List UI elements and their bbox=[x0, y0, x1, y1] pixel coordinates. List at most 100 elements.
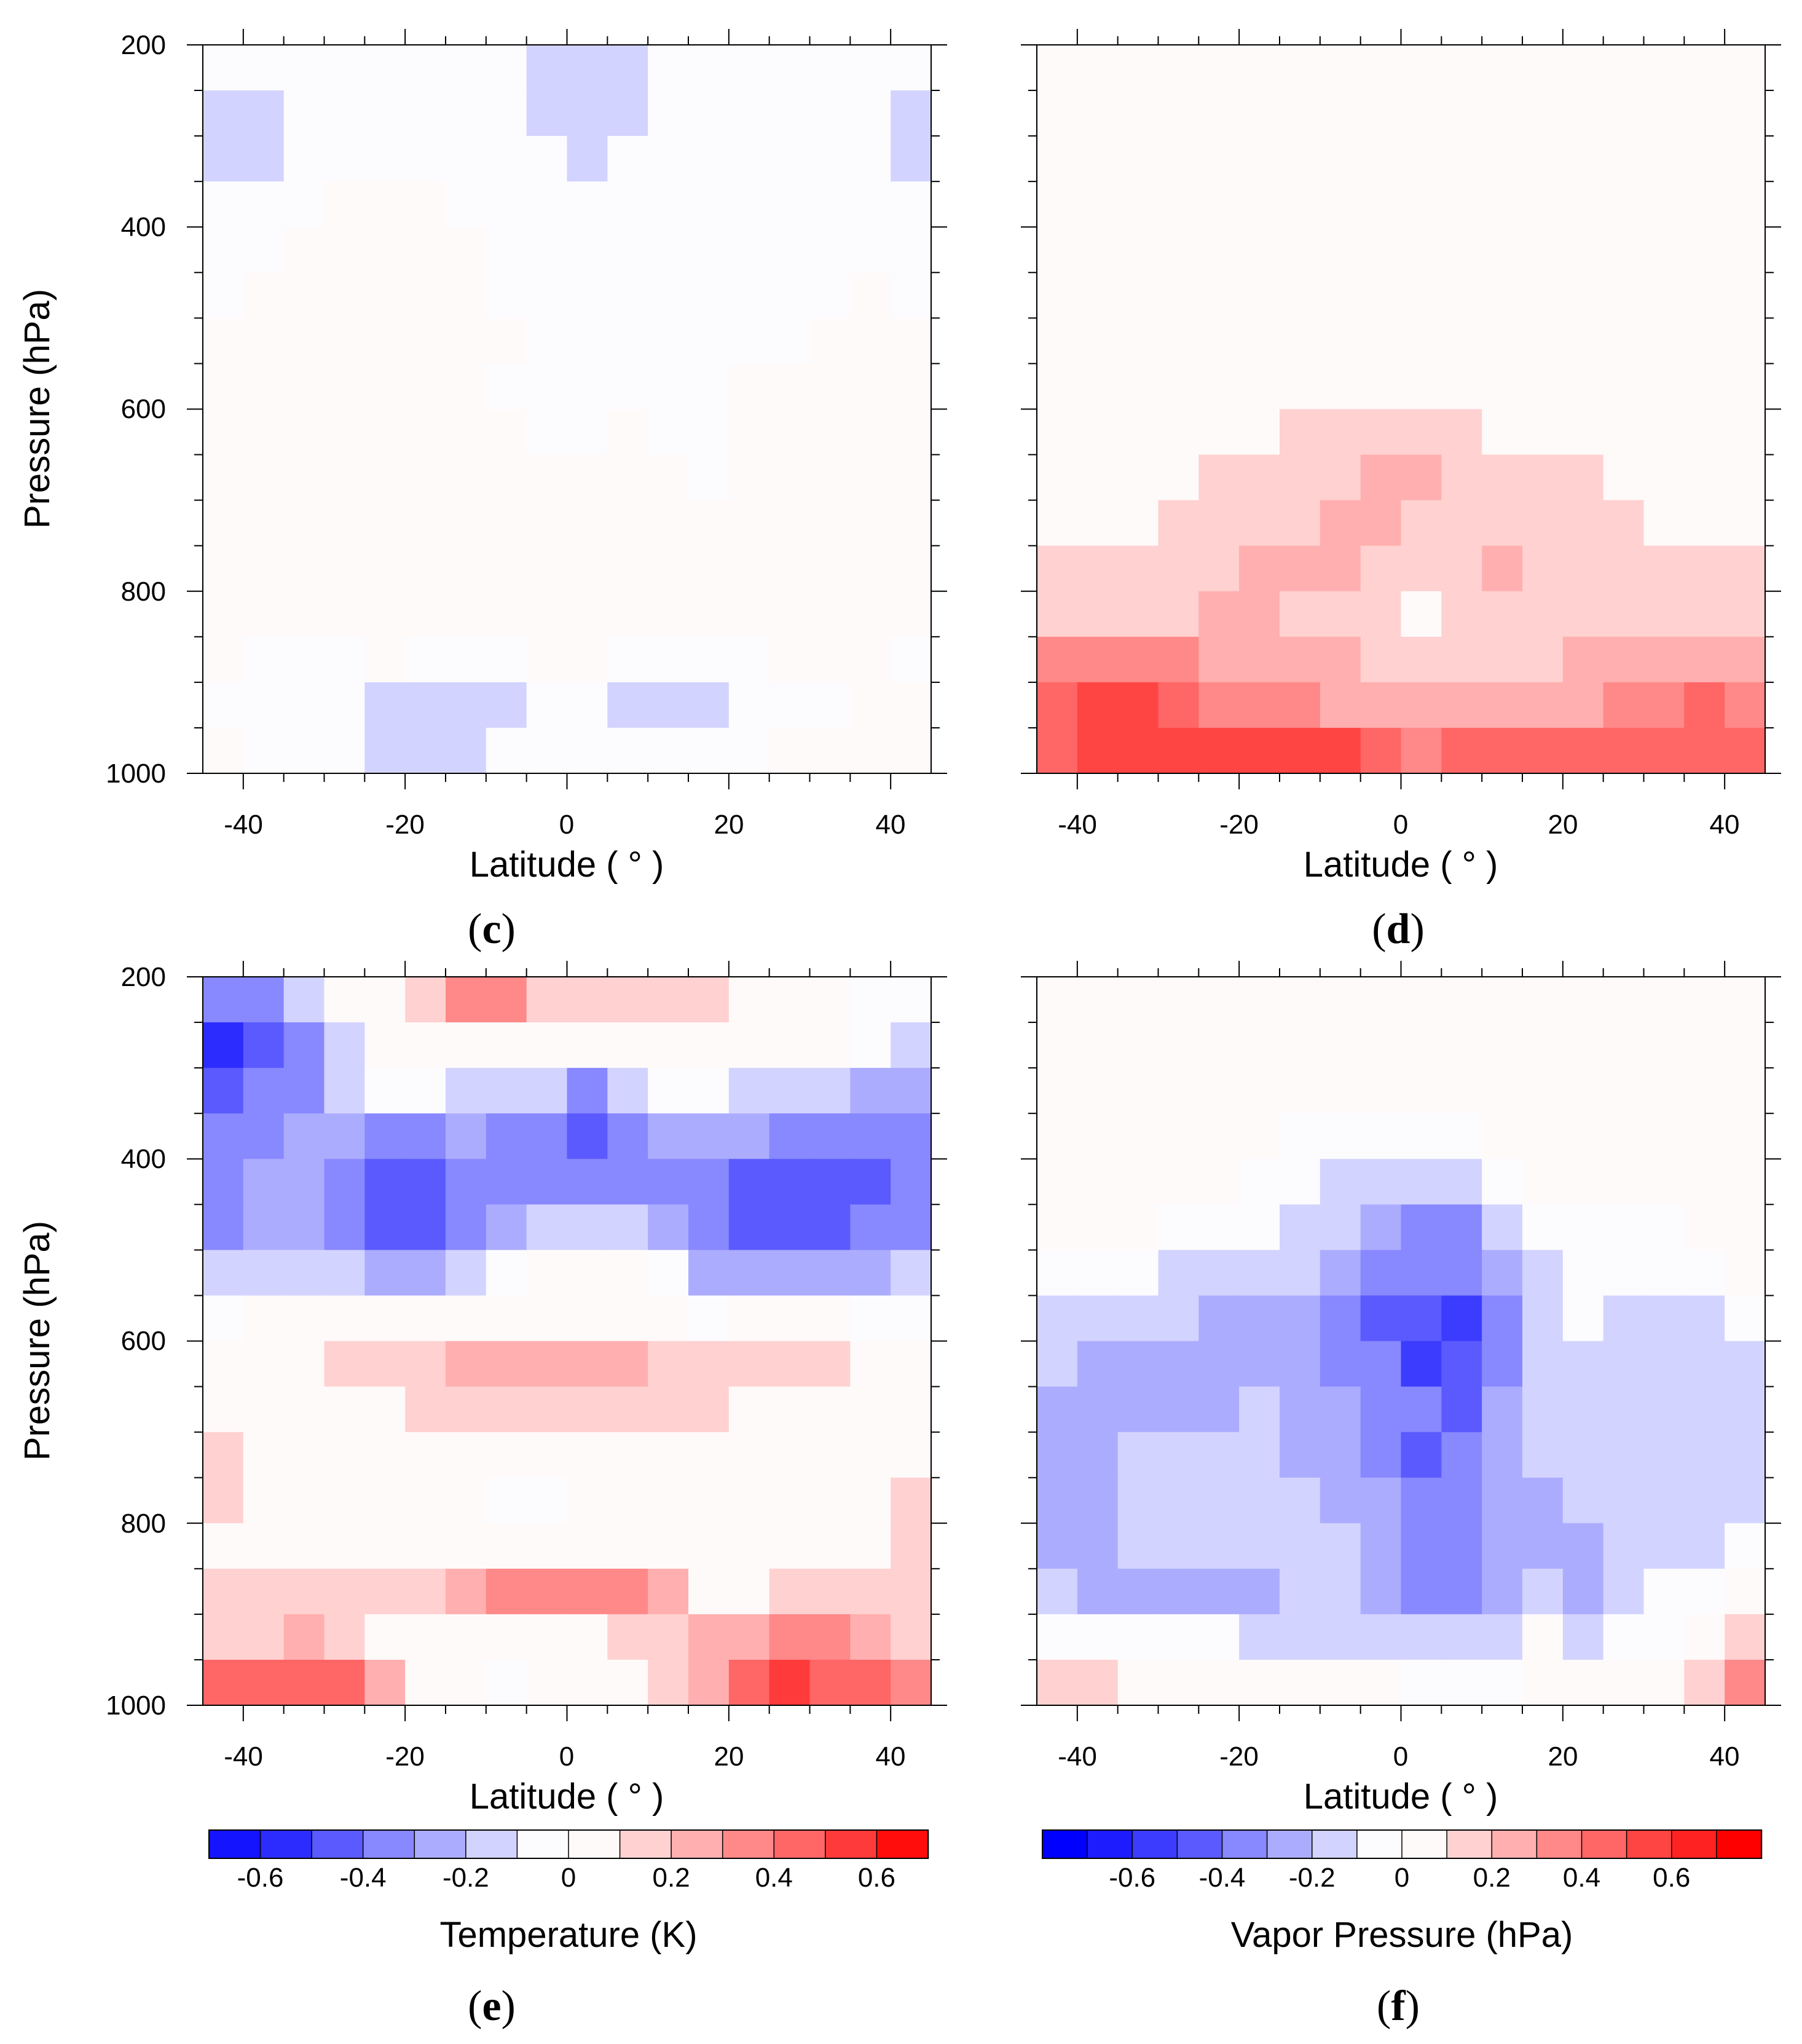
heatmap-cell bbox=[1239, 90, 1280, 136]
heatmap-cell bbox=[1441, 500, 1482, 547]
panel-d-xtick-20: 20 bbox=[1548, 810, 1578, 840]
heatmap-cell bbox=[1482, 1477, 1523, 1524]
heatmap-cell bbox=[728, 1341, 770, 1387]
heatmap-cell bbox=[1037, 591, 1078, 637]
heatmap-cell bbox=[243, 636, 285, 683]
heatmap-cell bbox=[1037, 727, 1078, 774]
heatmap-cell bbox=[688, 45, 730, 91]
heatmap-cell bbox=[526, 363, 568, 410]
caption-c: (c) bbox=[468, 906, 516, 953]
heatmap-cell bbox=[1603, 45, 1645, 91]
heatmap-cell bbox=[1522, 1523, 1564, 1569]
heatmap-cell bbox=[1401, 1068, 1442, 1114]
heatmap-cell bbox=[1239, 1204, 1280, 1250]
heatmap-cell bbox=[728, 1477, 770, 1524]
panel-c-xtick-40: 40 bbox=[876, 810, 906, 840]
heatmap-cell bbox=[1239, 1250, 1280, 1296]
heatmap-cell bbox=[324, 1386, 365, 1433]
heatmap-cell bbox=[1684, 591, 1725, 637]
heatmap-cell bbox=[283, 1113, 325, 1159]
heatmap-cell bbox=[364, 363, 406, 410]
heatmap-cell bbox=[1643, 1477, 1685, 1524]
heatmap-cell bbox=[1037, 45, 1078, 91]
heatmap-cell bbox=[203, 500, 244, 547]
heatmap-cell bbox=[648, 682, 689, 728]
heatmap-cell bbox=[283, 1295, 325, 1342]
heatmap-cell bbox=[1360, 727, 1402, 774]
heatmap-cell bbox=[324, 409, 365, 456]
heatmap-cell bbox=[648, 136, 689, 182]
heatmap-cell bbox=[1603, 500, 1645, 547]
heatmap-cell bbox=[891, 727, 932, 774]
colorbar-temperature-cells bbox=[208, 1829, 929, 1859]
heatmap-cell bbox=[324, 1295, 365, 1342]
heatmap-cell bbox=[1198, 1523, 1240, 1569]
panel-c-ytick-1000: 1000 bbox=[106, 759, 166, 789]
heatmap-cell bbox=[809, 1022, 851, 1068]
colorbar-swatch bbox=[876, 1829, 929, 1859]
heatmap-cell bbox=[769, 1432, 811, 1478]
heatmap-cell bbox=[1603, 591, 1645, 637]
heatmap-cell bbox=[405, 409, 446, 456]
heatmap-cell bbox=[1684, 1250, 1725, 1296]
heatmap-cell bbox=[1198, 272, 1240, 318]
heatmap-cell bbox=[1603, 90, 1645, 136]
panel-f-xtick-m40: -40 bbox=[1058, 1742, 1097, 1772]
heatmap-cell bbox=[203, 1386, 244, 1433]
heatmap-cell bbox=[446, 1341, 487, 1387]
heatmap-cell bbox=[283, 682, 325, 728]
heatmap-cell bbox=[283, 1477, 325, 1524]
heatmap-cell bbox=[1643, 1341, 1685, 1387]
panel-d-xtick-0: 0 bbox=[1393, 810, 1408, 840]
heatmap-cell bbox=[1158, 136, 1199, 182]
heatmap-cell bbox=[648, 977, 689, 1023]
heatmap-cell bbox=[1037, 1250, 1078, 1296]
heatmap-cell bbox=[728, 90, 770, 136]
heatmap-cell bbox=[1603, 1022, 1645, 1068]
heatmap-cell bbox=[1522, 977, 1564, 1023]
heatmap-cell bbox=[728, 363, 770, 410]
heatmap-cell bbox=[1725, 1068, 1766, 1114]
heatmap-cell bbox=[728, 682, 770, 728]
heatmap-cell bbox=[1684, 1432, 1725, 1478]
heatmap-cell bbox=[567, 636, 608, 683]
colorbar-tick-label: -0.2 bbox=[1289, 1863, 1336, 1893]
heatmap-cell bbox=[1198, 1432, 1240, 1478]
heatmap-cell bbox=[526, 1614, 568, 1660]
heatmap-cell bbox=[1158, 682, 1199, 728]
heatmap-cell bbox=[526, 1068, 568, 1114]
heatmap-cell bbox=[1239, 1022, 1280, 1068]
heatmap-cell bbox=[769, 977, 811, 1023]
heatmap-cell bbox=[728, 1614, 770, 1660]
heatmap-cell bbox=[1522, 45, 1564, 91]
heatmap-cell bbox=[203, 1204, 244, 1250]
heatmap-cell bbox=[809, 409, 851, 456]
heatmap-cell bbox=[243, 591, 285, 637]
heatmap-cell bbox=[850, 318, 891, 365]
heatmap-cell bbox=[1280, 1568, 1321, 1615]
heatmap-cell bbox=[891, 45, 932, 91]
colorbar-vapor: -0.6 -0.4 -0.2 0 0.2 0.4 0.6 Vapor Pressure (h… bbox=[1042, 1829, 1763, 1955]
heatmap-cell bbox=[1158, 727, 1199, 774]
heatmap-cell bbox=[243, 181, 285, 227]
heatmap-cell bbox=[607, 636, 648, 683]
heatmap-cell bbox=[1482, 1614, 1523, 1660]
heatmap-cell bbox=[364, 1295, 406, 1342]
heatmap-cell bbox=[1280, 1386, 1321, 1433]
heatmap-cell bbox=[1725, 727, 1766, 774]
heatmap-cell bbox=[486, 136, 527, 182]
heatmap-cell bbox=[1725, 1432, 1766, 1478]
heatmap-cell bbox=[1401, 682, 1442, 728]
heatmap-cell bbox=[1643, 1614, 1685, 1660]
heatmap-cell bbox=[405, 1204, 446, 1250]
heatmap-cell bbox=[1198, 1068, 1240, 1114]
heatmap-cell bbox=[526, 1659, 568, 1706]
heatmap-cell bbox=[688, 136, 730, 182]
heatmap-cell bbox=[1360, 1432, 1402, 1478]
heatmap-cell bbox=[526, 1295, 568, 1342]
colorbar-swatch bbox=[259, 1829, 313, 1859]
panel-f-xtick-0: 0 bbox=[1393, 1742, 1408, 1772]
heatmap-cell bbox=[283, 272, 325, 318]
heatmap-cell bbox=[243, 227, 285, 273]
heatmap-cell bbox=[1239, 1614, 1280, 1660]
